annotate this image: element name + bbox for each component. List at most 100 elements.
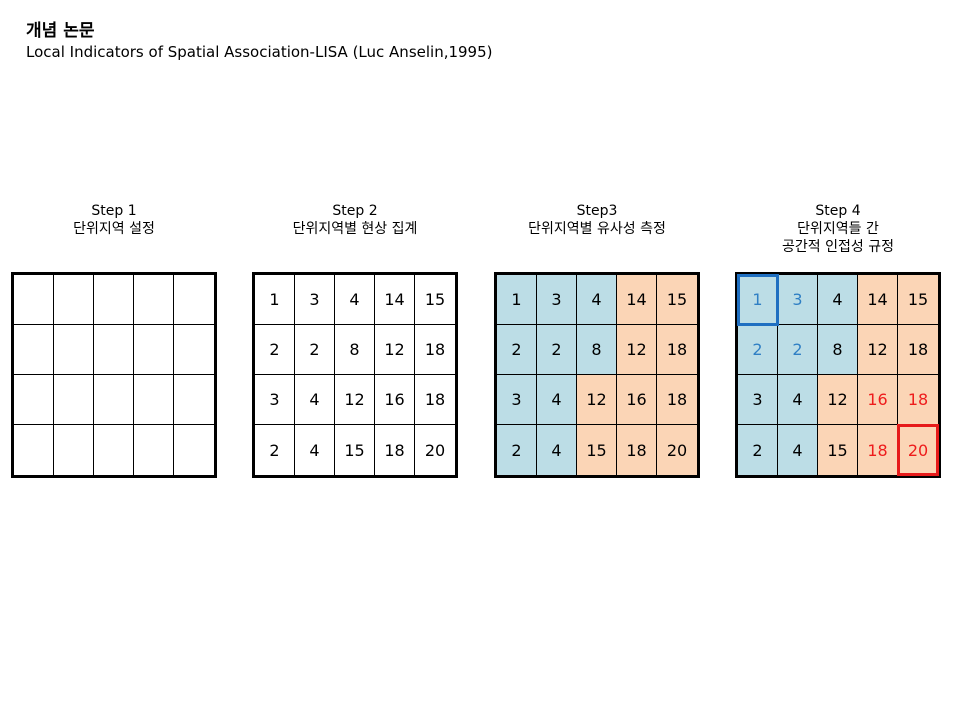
step-4-title: Step 4 [815,203,861,219]
grid-cell: 15 [898,275,938,325]
grid-cell [174,375,214,425]
grid-cell: 18 [858,425,898,475]
grid-cell: 12 [858,325,898,375]
grid-cell: 12 [617,325,657,375]
grid-cell [134,425,174,475]
grid-cell: 2 [497,325,537,375]
grid-cell: 20 [424,440,446,460]
grid-cell: 14 [858,275,898,325]
grid-cell: 18 [375,425,415,475]
step-3-caption-line-1: 단위지역별 유사성 측정 [528,221,666,237]
step-2-panel: Step 2 단위지역별 현상 집계 1 3 4 14 15 2 2 8 12 18 3 4 12 16 1… [252,202,458,478]
grid-cell: 3 [537,275,577,325]
grid-cell: 1 [738,275,778,325]
grid-cell: 18 [415,325,455,375]
step-4-caption-line-2: 공간적 인접성 규정 [782,239,894,255]
grid-cell [14,325,54,375]
step-2-caption-line-1: 단위지역별 현상 집계 [292,221,418,237]
grid-cell: 18 [657,325,697,375]
grid-cell: 16 [617,375,657,425]
grid-cell [94,425,134,475]
grid-cell: 18 [415,375,455,425]
grid-cell: 18 [657,375,697,425]
grid-cell: 16 [375,375,415,425]
grid-cell: 2 [778,325,818,375]
grid-cell: 12 [577,375,617,425]
step-1-title: Step 1 [91,203,137,219]
step-1-caption-line-1: 단위지역 설정 [73,221,155,237]
grid-cell: 18 [898,375,938,425]
step-2-title: Step 2 [332,203,378,219]
page-subtitle: Local Indicators of Spatial Association-… [26,43,493,61]
grid-cell: 2 [738,325,778,375]
grid-cell: 3 [255,375,295,425]
grid-cell: 1 [255,275,295,325]
grid-cell: 2 [537,325,577,375]
grid-cell [14,425,54,475]
grid-cell [54,275,94,325]
grid-cell [134,325,174,375]
grid-cell [94,325,134,375]
grid-cell: 12 [375,325,415,375]
grid-cell [54,375,94,425]
step-1-grid [11,272,217,478]
step-4-caption: Step 4 단위지역들 간 공간적 인접성 규정 [735,202,941,268]
grid-cell [174,275,214,325]
grid-cell: 4 [818,275,858,325]
grid-cell: 4 [335,275,375,325]
grid-cell: 4 [778,375,818,425]
grid-cell: 20 [657,425,697,475]
grid-cell [134,375,174,425]
step-3-panel: Step3 단위지역별 유사성 측정 1 3 4 14 15 2 2 8 12 18 3 4 12 16 1… [494,202,700,478]
grid-cell: 2 [295,325,335,375]
grid-cell: 8 [818,325,858,375]
step-4-panel: Step 4 단위지역들 간 공간적 인접성 규정 1 3 4 14 15 2 2 8 12 18… [735,202,941,478]
grid-cell [94,375,134,425]
step-1-caption: Step 1 단위지역 설정 [11,202,217,268]
grid-cell: 2 [738,425,778,475]
grid-cell: 3 [497,375,537,425]
grid-cell: 1 [497,275,537,325]
grid-cell: 3 [778,275,818,325]
grid-cell: 15 [577,425,617,475]
grid-cell: 4 [537,375,577,425]
grid-cell: 4 [577,275,617,325]
grid-cell: 8 [577,325,617,375]
grid-cell: 3 [295,275,335,325]
grid-cell: 2 [255,425,295,475]
grid-cell: 18 [898,325,938,375]
step-3-grid: 1 3 4 14 15 2 2 8 12 18 3 4 12 16 18 2 4 15 18 20 [494,272,700,478]
grid-cell [94,275,134,325]
grid-cell [134,275,174,325]
grid-cell: 4 [778,425,818,475]
grid-cell: 4 [537,425,577,475]
step-2-grid: 1 3 4 14 15 2 2 8 12 18 3 4 12 16 18 2 4 15 18 20 [252,272,458,478]
step-3-title: Step3 [576,203,618,219]
grid-cell: 2 [255,325,295,375]
grid-cell: 15 [415,275,455,325]
grid-cell: 16 [858,375,898,425]
grid-cell: 12 [818,375,858,425]
grid-cell [174,325,214,375]
grid-cell: 15 [335,425,375,475]
step-4-caption-line-1: 단위지역들 간 [797,221,879,237]
grid-cell: 14 [617,275,657,325]
grid-cell: 20 [898,425,938,475]
page-title: 개념 논문 [26,21,95,41]
grid-cell: 3 [738,375,778,425]
step-2-caption: Step 2 단위지역별 현상 집계 [252,202,458,268]
grid-cell: 4 [295,425,335,475]
grid-cell: 14 [375,275,415,325]
grid-cell: 8 [335,325,375,375]
step-4-grid: 1 3 4 14 15 2 2 8 12 18 3 4 12 16 18 2 4 15 18 20 [735,272,941,478]
grid-cell [54,425,94,475]
grid-cell: 18 [617,425,657,475]
step-3-caption: Step3 단위지역별 유사성 측정 [494,202,700,268]
grid-cell [54,325,94,375]
grid-cell [14,375,54,425]
grid-cell [14,275,54,325]
grid-cell: 12 [335,375,375,425]
grid-cell: 4 [295,375,335,425]
step-1-panel: Step 1 단위지역 설정 [11,202,217,478]
grid-cell: 2 [497,425,537,475]
